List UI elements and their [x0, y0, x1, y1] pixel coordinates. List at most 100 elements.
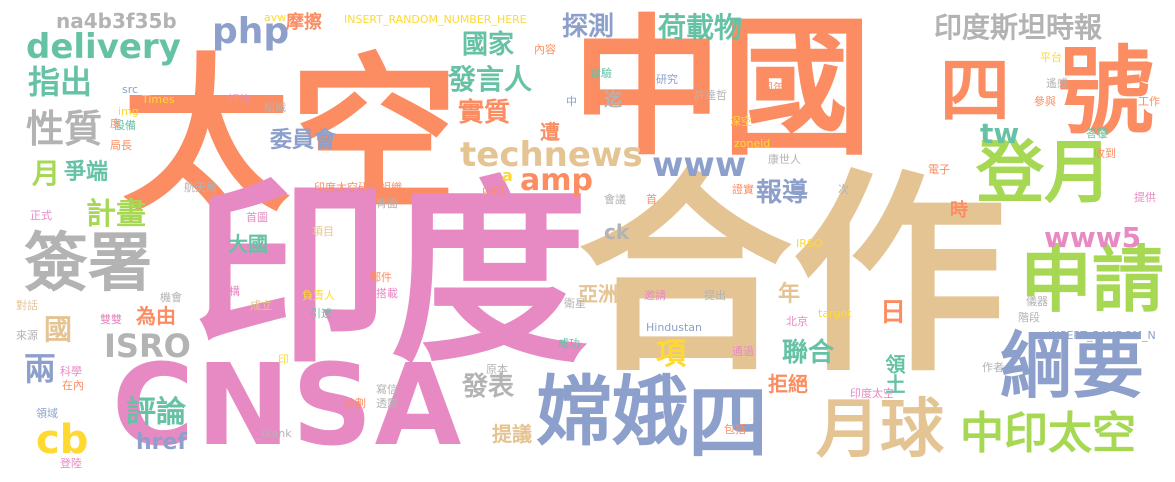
cloud-word: 在內	[62, 379, 84, 392]
cloud-word: 包括	[724, 423, 746, 436]
cloud-word: 背面	[376, 197, 398, 210]
cloud-word: 嫦娥	[536, 367, 688, 456]
cloud-word: 電子	[928, 163, 950, 176]
cloud-word: 康世人	[768, 153, 801, 166]
cloud-word: 工作	[1138, 95, 1160, 108]
cloud-word: amp	[520, 163, 593, 198]
cloud-word: 次	[838, 183, 849, 196]
cloud-word: 北京	[786, 315, 808, 328]
cloud-word: 摩擦	[286, 12, 322, 33]
cloud-word: 探測	[562, 12, 615, 42]
cloud-word: 發言人	[448, 63, 533, 96]
cloud-word: 搭載	[376, 287, 398, 300]
cloud-word: avw	[264, 11, 287, 24]
cloud-word: 報導	[756, 178, 809, 208]
cloud-word: 階段	[1018, 311, 1040, 324]
cloud-word: INSERT_RANDOM_NUMBER_HERE	[344, 13, 527, 26]
cloud-word: IRSO	[796, 237, 823, 250]
cloud-word: 項目	[312, 225, 334, 238]
cloud-word: 合作	[578, 152, 1006, 401]
cloud-word: 亞洲	[578, 282, 618, 306]
cloud-word: a	[502, 166, 513, 185]
cloud-word: 評估	[228, 93, 250, 106]
cloud-word: 深空	[730, 115, 752, 128]
cloud-word: 同年	[762, 81, 784, 94]
cloud-word: 印度斯坦時報	[934, 11, 1103, 44]
cloud-word: 申請	[1020, 238, 1165, 322]
cloud-word: 研究	[656, 73, 678, 86]
cloud-word: 度	[110, 117, 121, 130]
cloud-word: 郵件	[370, 271, 392, 284]
cloud-word: 時	[950, 200, 968, 221]
cloud-word: 大國	[228, 232, 268, 256]
cloud-word: 印度太空研究組織	[314, 181, 402, 194]
cloud-word: 提議	[492, 422, 532, 446]
cloud-word: 成立	[250, 299, 272, 312]
cloud-word: target	[818, 307, 852, 320]
cloud-word: technews	[460, 135, 643, 175]
cloud-word: 收到	[1094, 147, 1116, 160]
cloud-word: 印度	[192, 159, 588, 390]
cloud-word: Hindustan	[646, 321, 703, 334]
cloud-word: na4b3f35b	[56, 9, 177, 33]
cloud-word: 提出	[704, 289, 726, 302]
cloud-word: 雙雙	[100, 313, 122, 326]
cloud-word: 局長	[110, 139, 132, 152]
cloud-word: 領域	[36, 407, 58, 420]
cloud-word: 作者	[982, 361, 1004, 374]
cloud-word: 登陸	[60, 457, 82, 470]
cloud-word: img	[118, 105, 139, 118]
cloud-word: tw	[980, 117, 1020, 150]
cloud-word: 原本	[486, 363, 508, 376]
cloud-word: 證實	[732, 183, 754, 196]
cloud-word: 性質	[26, 107, 103, 151]
cloud-word: 中印太空	[960, 408, 1136, 459]
cloud-word: 答覆	[1086, 127, 1108, 140]
cloud-word: 日	[880, 298, 907, 328]
cloud-word: 儀器	[1026, 295, 1048, 308]
cloud-word: Times	[142, 93, 175, 106]
cloud-word: 內容	[534, 43, 556, 56]
cloud-word: 邀請	[644, 289, 666, 302]
cloud-word: 迄	[604, 90, 622, 111]
cloud-word: 印	[278, 353, 289, 366]
cloud-word: 領土	[882, 354, 906, 394]
cloud-word: php	[212, 11, 290, 52]
cloud-word: 計劃	[344, 397, 366, 410]
cloud-word: 成功	[558, 337, 580, 350]
cloud-word: 年	[778, 282, 801, 307]
cloud-word: 印度太空	[850, 387, 894, 400]
cloud-word: 寫信	[376, 383, 398, 396]
cloud-word: 引述	[310, 307, 332, 320]
cloud-word: 首	[646, 193, 657, 206]
cloud-word: 平台	[1040, 51, 1062, 64]
cloud-word: 評論	[126, 395, 186, 430]
cloud-word: 遙感	[1046, 77, 1068, 90]
cloud-word: _blank	[256, 427, 292, 440]
cloud-word: 聯合	[782, 338, 835, 368]
cloud-word: cb	[36, 417, 89, 463]
cloud-word: 四	[688, 377, 768, 470]
cloud-word: www5	[1044, 221, 1142, 254]
cloud-word: 衛星	[564, 297, 586, 310]
cloud-word: 項	[656, 337, 686, 372]
cloud-word: 正式	[30, 209, 52, 222]
cloud-word: 登月	[976, 134, 1113, 213]
cloud-word: 負責人	[302, 289, 335, 302]
cloud-word: 指出	[28, 63, 93, 101]
cloud-word: 爭端	[64, 160, 109, 185]
cloud-word: ck	[604, 220, 630, 244]
cloud-word: zoneid	[734, 137, 771, 150]
cloud-word: 對話	[16, 299, 38, 312]
cloud-word: 機會	[160, 291, 182, 304]
cloud-word: 來源	[16, 329, 38, 342]
cloud-word: 設備	[114, 119, 136, 132]
cloud-word: delivery	[26, 27, 181, 67]
cloud-word: 太空	[122, 38, 458, 234]
cloud-word: 四	[940, 50, 1010, 132]
cloud-word: 拒絕	[768, 372, 808, 396]
cloud-word: INSERT_RANDOM_N	[1048, 329, 1156, 342]
cloud-word: 中國	[572, 2, 873, 176]
cloud-word: ISRO	[104, 327, 191, 365]
